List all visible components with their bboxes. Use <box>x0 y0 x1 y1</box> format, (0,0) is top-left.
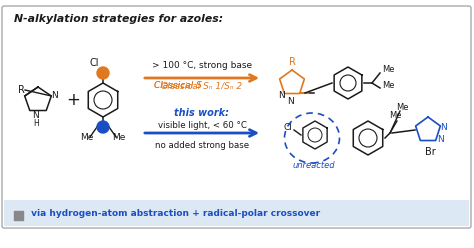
Text: Classical S: Classical S <box>154 81 202 90</box>
Text: N: N <box>440 124 447 132</box>
Text: R: R <box>289 57 295 67</box>
Circle shape <box>97 67 109 79</box>
Text: visible light, < 60 °C: visible light, < 60 °C <box>157 122 246 130</box>
Text: Classical Sₙ 1/Sₙ 2: Classical Sₙ 1/Sₙ 2 <box>162 82 243 91</box>
Text: Cl: Cl <box>283 123 292 131</box>
Text: R: R <box>18 85 25 95</box>
Text: > 100 °C, strong base: > 100 °C, strong base <box>152 62 252 70</box>
Text: N: N <box>279 91 285 99</box>
Text: Me: Me <box>396 102 408 112</box>
FancyBboxPatch shape <box>2 6 471 228</box>
Text: H: H <box>33 119 39 127</box>
Text: Me: Me <box>112 132 126 142</box>
Text: unreacted: unreacted <box>292 161 335 171</box>
Text: this work:: this work: <box>174 108 229 118</box>
Text: Me: Me <box>389 111 401 120</box>
Text: Me: Me <box>382 82 394 91</box>
Text: N-alkylation strategies for azoles:: N-alkylation strategies for azoles: <box>14 14 223 24</box>
Text: N: N <box>288 96 294 105</box>
Text: N: N <box>33 112 39 121</box>
Text: Br: Br <box>425 147 436 157</box>
Text: via hydrogen-atom abstraction + radical-polar crossover: via hydrogen-atom abstraction + radical-… <box>28 209 320 217</box>
Bar <box>14 211 23 220</box>
Text: Cl: Cl <box>89 58 99 68</box>
Text: Me: Me <box>382 64 394 73</box>
Text: N: N <box>51 92 58 100</box>
Text: Me: Me <box>80 132 94 142</box>
FancyBboxPatch shape <box>4 200 469 226</box>
Text: Classical S: Classical S <box>154 81 202 90</box>
Text: no added strong base: no added strong base <box>155 141 249 150</box>
Text: +: + <box>66 91 80 109</box>
Circle shape <box>97 121 109 133</box>
Text: N: N <box>437 135 444 145</box>
